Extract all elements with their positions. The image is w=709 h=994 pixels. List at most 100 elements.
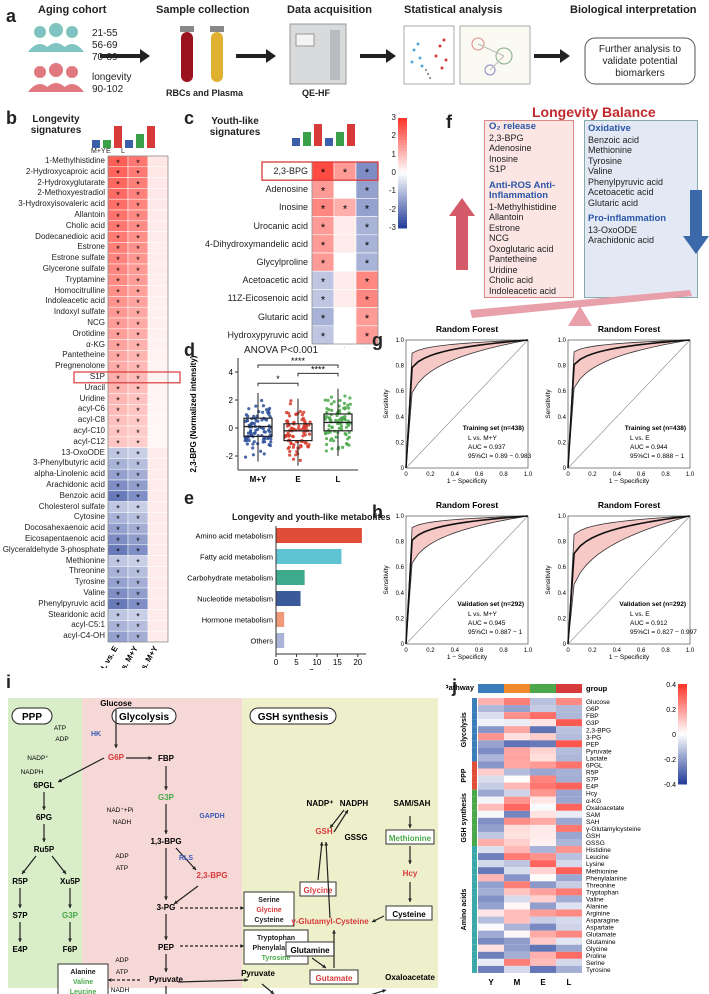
colorbar-c-segment <box>398 197 407 201</box>
d-point <box>290 434 295 438</box>
d-point <box>324 442 329 447</box>
roc-ytick: 0 <box>563 466 567 472</box>
j-cell <box>556 754 582 762</box>
top-bar-c-0 <box>292 138 300 146</box>
roc-xtick: 0.4 <box>613 472 622 478</box>
colorbar-c-segment <box>398 200 407 204</box>
pathway-metabolite: Hcy <box>403 869 418 878</box>
pathway-arrow <box>21 855 37 875</box>
j-row-label: S7P <box>586 777 598 784</box>
d-point <box>245 442 249 446</box>
j-cell <box>530 831 556 839</box>
j-cell <box>504 719 530 727</box>
pathway-arrowhead <box>408 898 412 902</box>
j-cell <box>530 923 556 931</box>
pathway-metabolite: Glutamine <box>290 946 330 955</box>
d-point <box>343 431 347 436</box>
j-cell <box>478 719 504 727</box>
j-colorbar-tick: -0.2 <box>664 757 676 764</box>
j-section-bar <box>472 888 477 896</box>
panel-b-title: Longevity signatures <box>30 114 82 136</box>
aa-box-1 <box>243 891 295 927</box>
b-star: * <box>136 320 140 330</box>
j-cell <box>478 888 504 896</box>
j-row-label: Lysine <box>586 861 605 868</box>
pathway-metabolite: γ-Glutamyl-Cysteine <box>291 917 369 926</box>
sample-tubes-icon <box>180 26 224 82</box>
d-point <box>329 395 334 399</box>
f-item: Inosine <box>489 153 519 164</box>
b-cell <box>147 587 169 600</box>
colorbar-c-segment <box>398 173 407 177</box>
j-cell <box>478 831 504 839</box>
pathway-metabolite: ATP <box>116 969 128 976</box>
b-star: * <box>136 298 140 308</box>
j-cell <box>556 881 582 889</box>
b-star: * <box>116 266 120 276</box>
colorbar-c-segment <box>398 214 407 218</box>
d-point <box>327 424 331 428</box>
j-section-bar <box>472 867 477 875</box>
b-star: * <box>116 385 120 395</box>
b-star: * <box>116 493 120 503</box>
b-row-label: Estrone sulfate <box>51 253 105 263</box>
j-cell <box>504 909 530 917</box>
j-cell <box>504 831 530 839</box>
d-point <box>288 449 292 454</box>
j-cell <box>504 712 530 720</box>
b-row-label: Tryptamine <box>65 274 105 284</box>
colorbar-c-segment <box>398 142 407 146</box>
pathway-arrowhead <box>408 824 412 828</box>
b-row-label: Indoleacetic acid <box>45 296 105 306</box>
panel-e-barchart: Amino acid metabolism Fatty acid metaboli… <box>187 526 366 670</box>
j-colorbar-segment <box>678 716 687 720</box>
e-category-label: Nucleotide metabolism <box>197 595 273 604</box>
e-category-label: Carbohydrate metabolism <box>187 574 273 583</box>
d-ylabel: 2,3-BPG (Normalized intensity) <box>189 355 198 472</box>
j-cell <box>478 817 504 825</box>
d-point <box>339 427 344 431</box>
j-colorbar-segment <box>678 709 687 712</box>
j-colorbar-segment <box>678 714 687 717</box>
j-cell <box>504 951 530 959</box>
j-row-label: Proline <box>586 953 607 960</box>
f-item: Valine <box>588 166 613 176</box>
f-item: 1-Methylhistidine <box>489 201 557 212</box>
c-star: * <box>365 204 370 216</box>
j-cell <box>530 817 556 825</box>
roc-title: Random Forest <box>436 500 499 510</box>
b-row-label: acyl-C6 <box>77 404 105 414</box>
d-point <box>253 431 257 435</box>
j-cell <box>530 796 556 804</box>
j-cell <box>556 944 582 952</box>
f-item: Oxoglutaric acid <box>489 243 554 254</box>
colorbar-c-segment <box>398 175 407 179</box>
roc-xtick: 0.4 <box>451 648 460 654</box>
pathway-arrowhead <box>319 842 324 846</box>
panel-b-heatmap: * ** ** ** ** ** ** ** ** ** ** ** ** ** ** ** ** ** ** ** *… <box>73 126 181 668</box>
b-star: * <box>116 417 120 427</box>
b-row-label: acyl-C4-OH <box>63 631 105 641</box>
j-cell <box>556 930 582 938</box>
j-section-label: PPP <box>461 768 468 782</box>
j-cell <box>556 951 582 959</box>
pathway-metabolite: Glycine <box>304 886 333 895</box>
b-row-label: NCG <box>87 318 105 327</box>
roc-title: Random Forest <box>598 324 661 334</box>
j-row-label: 6PGL <box>586 763 603 770</box>
d-point <box>324 449 328 453</box>
e-xlabel: Counts <box>308 668 333 670</box>
b-star: * <box>116 309 120 319</box>
pathway-metabolite: 6PG <box>36 813 52 822</box>
d-point <box>254 404 258 408</box>
roc-xlabel: 1 − Specificity <box>609 654 650 661</box>
j-cell <box>478 902 504 910</box>
d-point <box>292 443 296 447</box>
pathway-metabolite: S7P <box>12 911 28 920</box>
b-star: * <box>116 611 120 621</box>
j-cell <box>504 944 530 952</box>
b-star: * <box>136 568 140 578</box>
top-bar-c-3 <box>325 138 333 146</box>
colorbar-c-segment <box>398 131 407 135</box>
gsh-header: GSH synthesis <box>258 712 329 723</box>
